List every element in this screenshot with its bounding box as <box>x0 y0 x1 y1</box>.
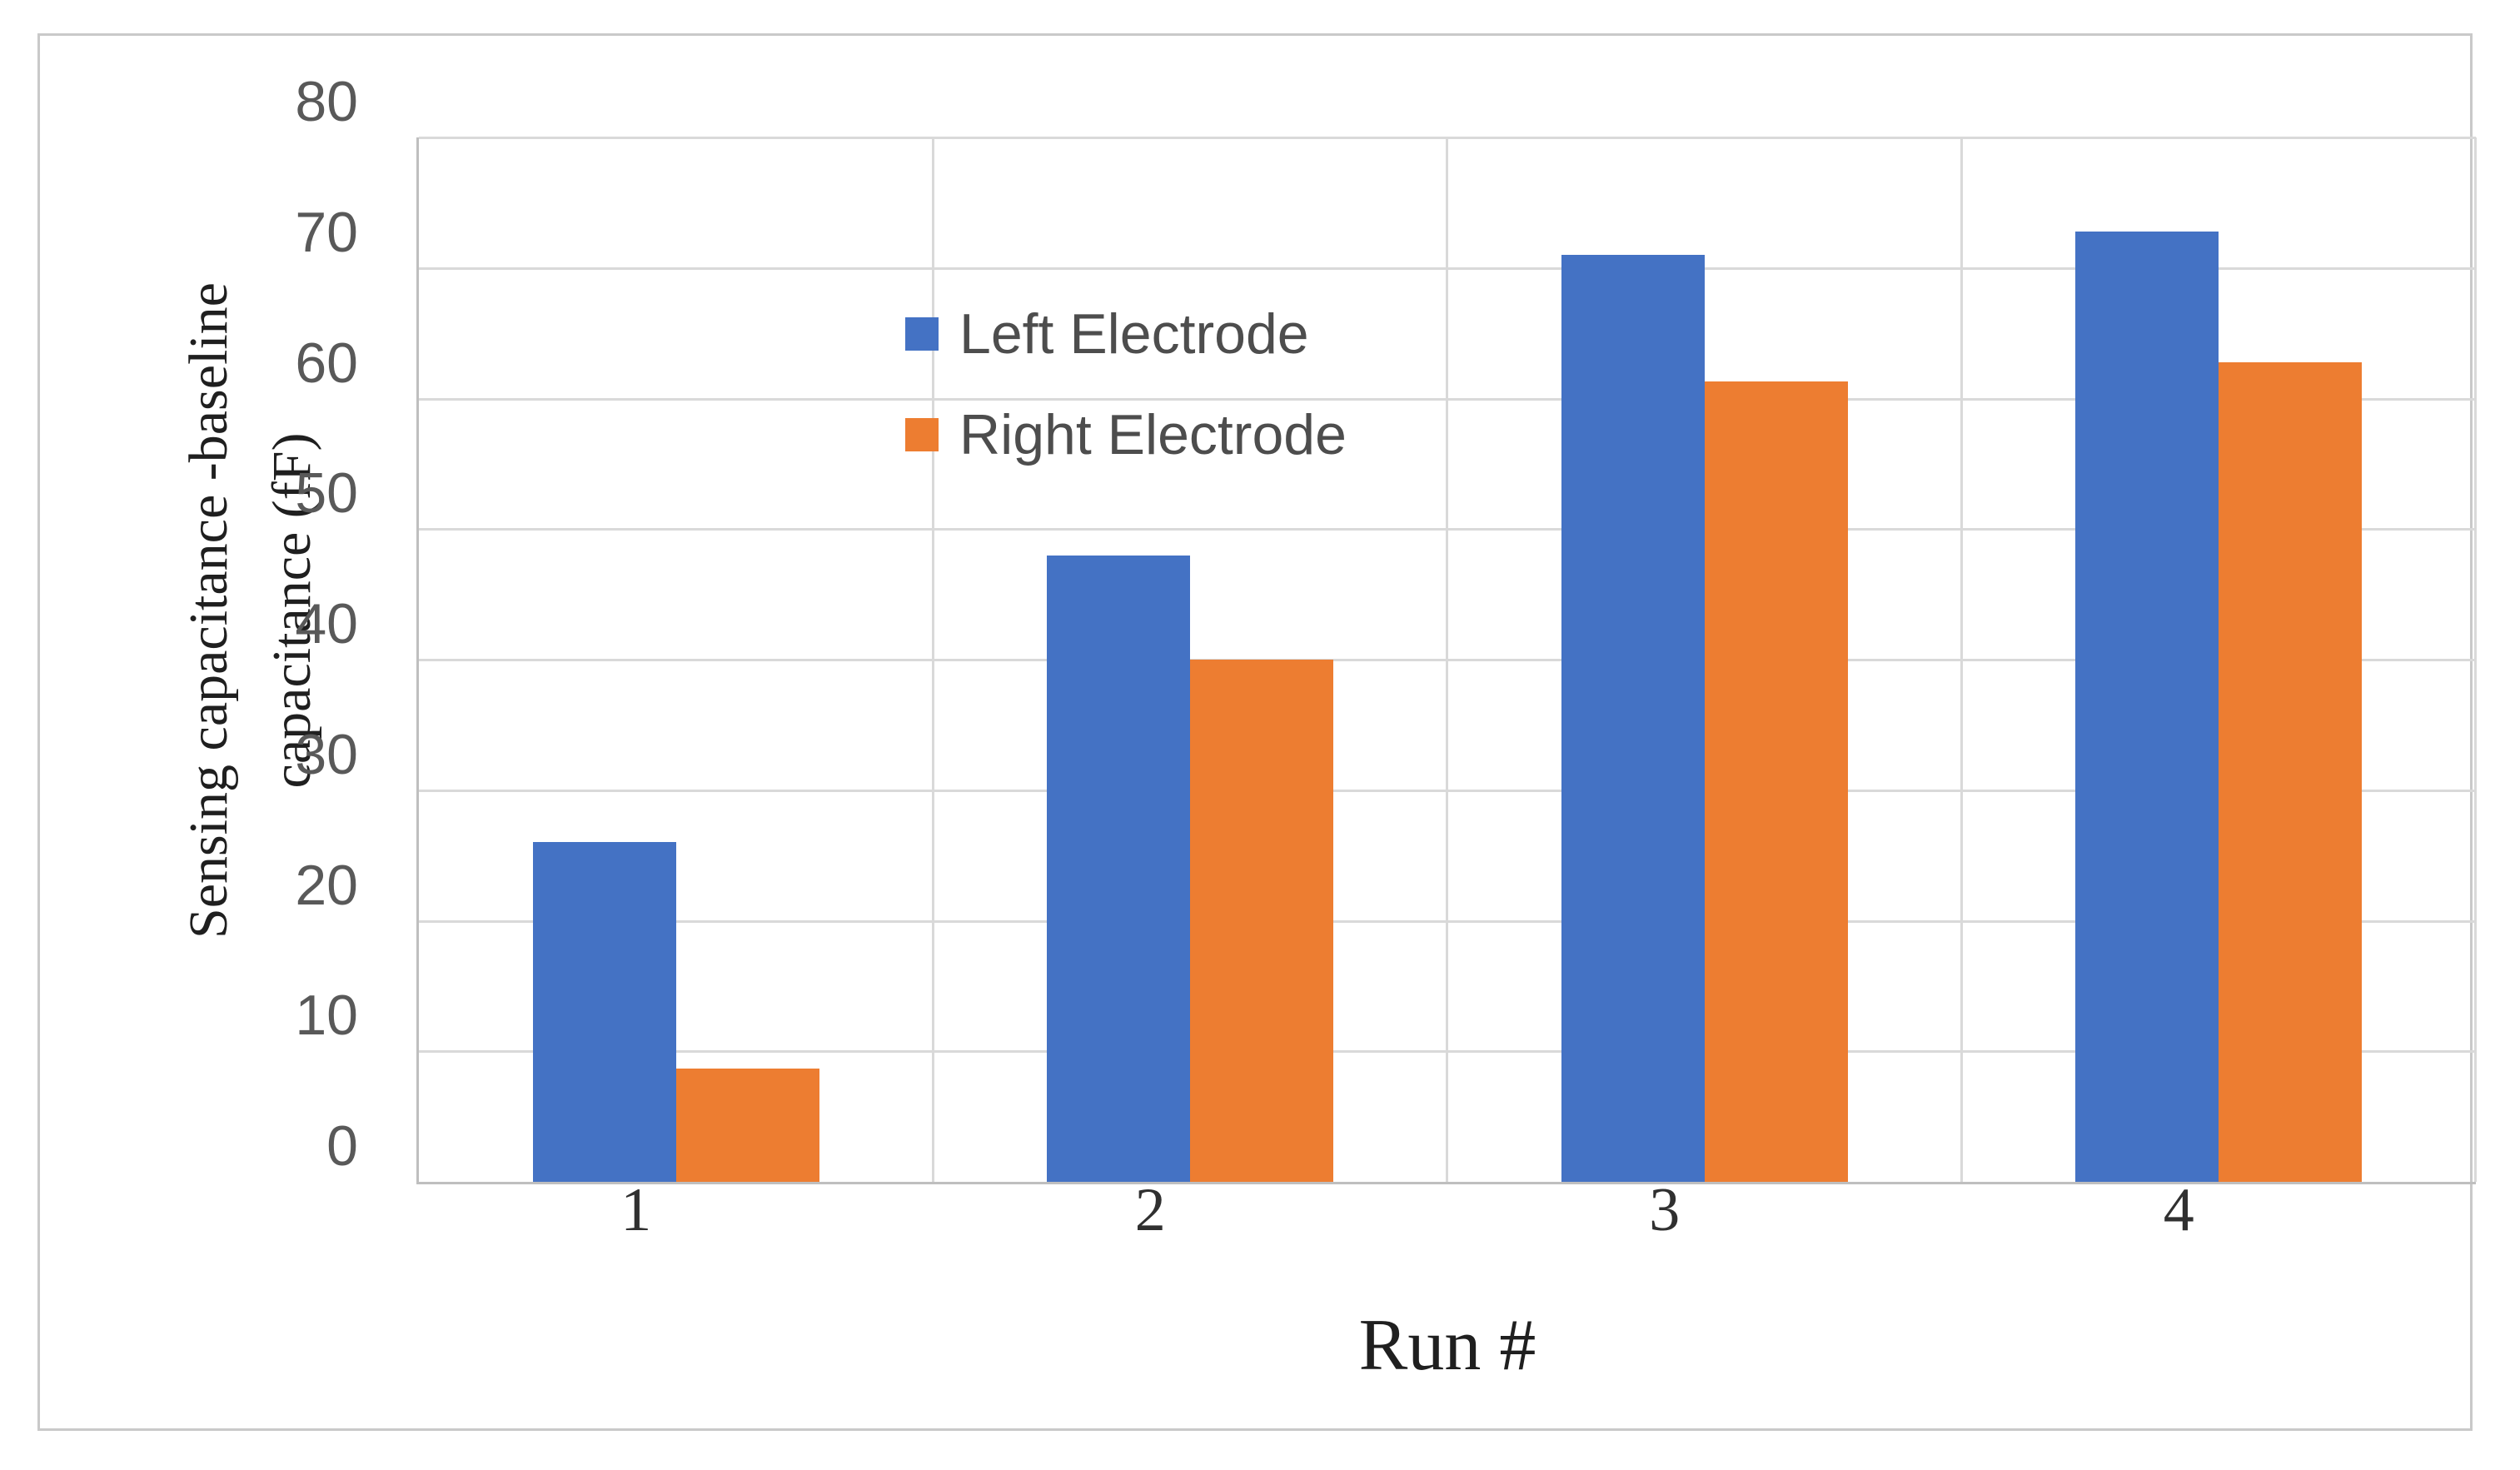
gridline-y-60 <box>419 397 2476 401</box>
y-axis-line <box>416 137 419 1184</box>
gridline-y-30 <box>419 789 2476 792</box>
gridline-y-70 <box>419 267 2476 270</box>
y-tick-label-60: 60 <box>295 331 358 395</box>
legend-swatch-left-electrode <box>905 317 939 351</box>
bar-left-electrode-run-4 <box>2075 231 2219 1182</box>
x-tick-label-4: 4 <box>2163 1176 2194 1244</box>
bar-right-electrode-run-1 <box>675 1068 819 1182</box>
legend-item-right-electrode: Right Electrode <box>905 401 1347 468</box>
y-tick-label-70: 70 <box>295 200 358 264</box>
legend-item-left-electrode: Left Electrode <box>905 301 1347 367</box>
bar-right-electrode-run-4 <box>2219 361 2363 1182</box>
y-tick-label-30: 30 <box>295 722 358 786</box>
bar-right-electrode-run-2 <box>1190 660 1334 1182</box>
y-tick-label-40: 40 <box>295 592 358 655</box>
legend-label-right-electrode: Right Electrode <box>959 403 1347 466</box>
y-tick-label-10: 10 <box>295 984 358 1048</box>
gridline-y-80 <box>419 137 2476 139</box>
x-tick-label-2: 2 <box>1134 1176 1166 1244</box>
x-axis-title: Run # <box>1358 1305 1536 1386</box>
figure-border: Sensing capacitance -baseline capacitanc… <box>37 33 2477 1431</box>
y-tick-label-80: 80 <box>295 70 358 133</box>
legend: Left Electrode Right Electrode <box>905 301 1347 502</box>
gridline-y-10 <box>419 1050 2476 1054</box>
gridline-y-50 <box>419 528 2476 531</box>
x-tick-label-3: 3 <box>1649 1176 1681 1244</box>
x-axis-line <box>419 1182 2476 1184</box>
gridline-y-40 <box>419 659 2476 661</box>
y-tick-label-20: 20 <box>295 853 358 917</box>
plot-area: Left Electrode Right Electrode <box>416 137 2477 1184</box>
bar-left-electrode-run-2 <box>1047 555 1191 1182</box>
bar-right-electrode-run-3 <box>1704 381 1848 1182</box>
legend-label-left-electrode: Left Electrode <box>959 302 1309 366</box>
y-tick-label-0: 0 <box>326 1114 358 1178</box>
gridline-y-20 <box>419 919 2476 923</box>
y-tick-label-50: 50 <box>295 461 358 526</box>
bar-left-electrode-run-3 <box>1561 255 1705 1182</box>
bar-left-electrode-run-1 <box>532 842 676 1182</box>
legend-swatch-right-electrode <box>905 418 939 451</box>
x-tick-label-1: 1 <box>620 1176 652 1244</box>
